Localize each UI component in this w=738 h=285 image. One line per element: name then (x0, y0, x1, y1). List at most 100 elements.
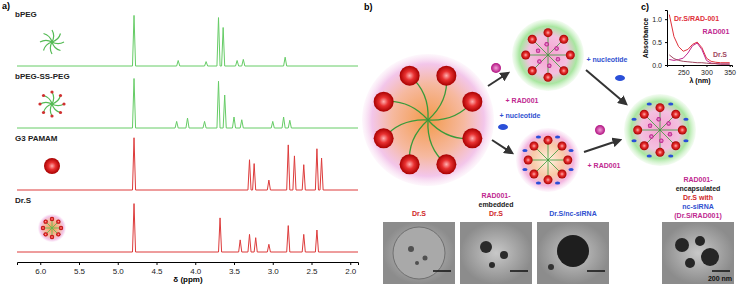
tick-label: 350 (724, 69, 736, 76)
nucleotide (522, 149, 527, 152)
icon-dot (38, 102, 41, 105)
icon-arm (50, 42, 52, 54)
tick-label: 1.0 (652, 16, 662, 23)
tick-mark (665, 42, 667, 43)
arrow-label: + RAD001 (506, 97, 539, 104)
axis: 0.00.51.0 (652, 11, 667, 69)
icon-sphere (50, 217, 54, 221)
tem-blob (685, 258, 695, 268)
tem-image (662, 222, 734, 284)
dendrimer (671, 141, 680, 150)
icon-sphere (56, 219, 60, 223)
axis: 250300350 (668, 65, 737, 76)
axis-title: δ (ppm) (173, 275, 203, 284)
tick-mark (40, 262, 41, 265)
nucleotide (615, 75, 625, 81)
icon-dot (50, 90, 53, 93)
tick: 6.0 (35, 262, 47, 276)
tem-blob (480, 241, 492, 253)
icon-sphere (50, 235, 54, 239)
axis-line (668, 66, 733, 68)
product-label: RAD001- (683, 176, 713, 183)
spectrum-plot (17, 138, 358, 190)
particle (512, 19, 584, 91)
panel-label: a) (2, 1, 10, 11)
drug (554, 46, 558, 50)
absorbance-line (669, 15, 729, 63)
axis-line (18, 263, 359, 266)
nucleotide (536, 135, 541, 138)
tem-image (383, 222, 455, 284)
tick-label: 5.5 (74, 267, 86, 276)
schematic: b)+ RAD001+ nucleotide+ nucleotide+ RAD0… (362, 2, 734, 284)
tick-mark (730, 65, 731, 67)
nucleotide (568, 149, 573, 152)
dendrimer (640, 110, 649, 119)
dendrimer (528, 66, 537, 75)
nucleotide (631, 118, 636, 121)
panel-label: b) (364, 2, 373, 12)
tick: 5.5 (74, 262, 86, 276)
product-label: Dr.S with (683, 194, 713, 201)
dendrimer (521, 51, 530, 60)
tem-background (383, 222, 455, 284)
dendrimer (524, 156, 533, 165)
series-label: bPEG (15, 10, 37, 19)
icon-sphere (41, 226, 45, 230)
icon-arm (40, 102, 52, 104)
dendrimer (671, 110, 680, 119)
dendrimer (374, 128, 394, 148)
tem-blob (489, 262, 495, 268)
tick: 5.0 (113, 262, 125, 276)
tem-label: RAD001- (481, 192, 511, 199)
nucleotide (631, 139, 636, 142)
tem-background (537, 222, 609, 284)
tem-particle (557, 235, 589, 267)
tick-label: 4.5 (151, 267, 163, 276)
nucleotide (668, 154, 673, 157)
dendrimer (678, 126, 687, 135)
spectrum-line (17, 79, 358, 129)
particle-halo (512, 19, 584, 91)
dendrimer (558, 170, 567, 179)
tick-label: 0.5 (652, 39, 662, 46)
nucleotide (555, 135, 560, 138)
dendrimer (544, 136, 553, 145)
axis: 6.05.55.04.54.03.53.02.52.0 (18, 262, 359, 276)
nucleotide (668, 103, 673, 106)
tick-mark (273, 262, 274, 265)
tem-image (537, 222, 609, 284)
series-label: RAD001 (703, 28, 730, 35)
nucleotide (647, 103, 652, 106)
icon-dot (50, 114, 53, 117)
drug (537, 59, 541, 63)
tick-label: 3.0 (268, 267, 280, 276)
scale-bar (510, 270, 528, 272)
scale-bar (587, 270, 605, 272)
arrow (492, 140, 512, 153)
particle-halo (624, 94, 696, 166)
dendrimer (436, 66, 456, 86)
axis-line (665, 11, 668, 66)
tem-blob (500, 251, 508, 259)
icon-arm (52, 42, 60, 50)
icon (38, 214, 66, 242)
spectrum-line (17, 15, 358, 66)
figure: a)bPEGbPEG-SS-PEGG3 PAMAMDr.S6.05.55.04.… (0, 0, 738, 285)
dendrimer (374, 92, 394, 112)
tick-mark (312, 262, 313, 265)
series-label: Dr.S (15, 196, 32, 205)
tick: 1.0 (652, 16, 667, 23)
tick-label: 2.0 (345, 267, 357, 276)
dendrimer (563, 156, 572, 165)
nucleotide (498, 124, 508, 130)
dendrimer (544, 73, 553, 82)
tick: 250 (678, 65, 690, 76)
arrow-label: + RAD001 (588, 162, 621, 169)
tem-blob (701, 248, 719, 266)
dendrimer (400, 66, 420, 86)
dendrimer (528, 35, 537, 44)
icon-sphere (44, 158, 60, 174)
tem-blob (408, 246, 414, 252)
tick: 2.0 (345, 262, 357, 276)
